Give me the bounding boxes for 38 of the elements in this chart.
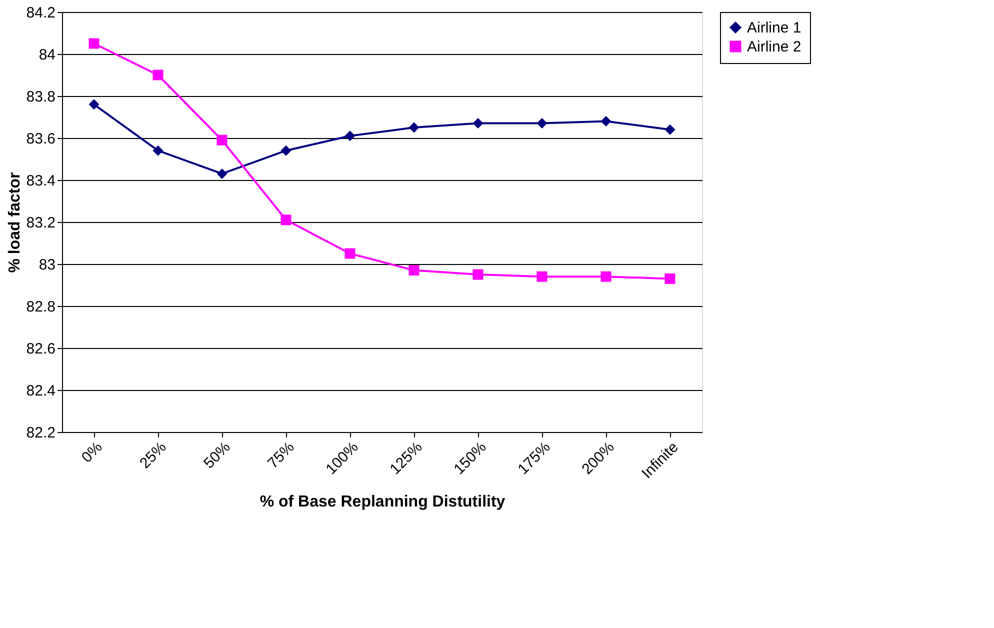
y-tick-label: 83 xyxy=(38,256,56,274)
point xyxy=(664,124,676,135)
point xyxy=(408,265,420,276)
point xyxy=(88,99,100,110)
point xyxy=(600,116,612,126)
point xyxy=(472,118,484,129)
point xyxy=(280,145,292,156)
point xyxy=(88,38,100,49)
point xyxy=(408,122,420,133)
y-tick-label: 82.8 xyxy=(26,298,56,316)
y-tick-label: 83.8 xyxy=(26,88,56,106)
legend-label: Airline 2 xyxy=(747,38,802,56)
x-tick-label: 0% xyxy=(78,438,106,466)
x-tick-label: 75% xyxy=(264,438,298,472)
y-tick-label: 84.2 xyxy=(26,4,56,22)
y-tick-label: 83.2 xyxy=(26,214,56,232)
point xyxy=(344,130,356,142)
point xyxy=(280,214,292,226)
y-axis-title: % load factor xyxy=(6,172,24,273)
point xyxy=(152,145,164,156)
point xyxy=(600,271,612,282)
point xyxy=(344,248,356,259)
y-tick-label: 82.6 xyxy=(26,340,56,358)
x-tick-label: 50% xyxy=(200,438,234,472)
y-tick-label: 82.4 xyxy=(26,382,56,400)
point xyxy=(536,118,548,129)
legend-label: Airline 1 xyxy=(747,20,802,36)
point xyxy=(664,273,676,284)
y-tick-label: 83.4 xyxy=(26,172,56,190)
point xyxy=(216,134,228,146)
point xyxy=(152,70,164,80)
point xyxy=(536,271,548,282)
y-tick-label: 82.2 xyxy=(26,424,56,442)
x-axis-title: % of Base Replanning Distutility xyxy=(260,493,506,510)
y-tick-label: 83.6 xyxy=(26,130,56,148)
y-tick-label: 84 xyxy=(38,46,56,64)
point xyxy=(216,168,228,179)
point xyxy=(472,269,484,280)
